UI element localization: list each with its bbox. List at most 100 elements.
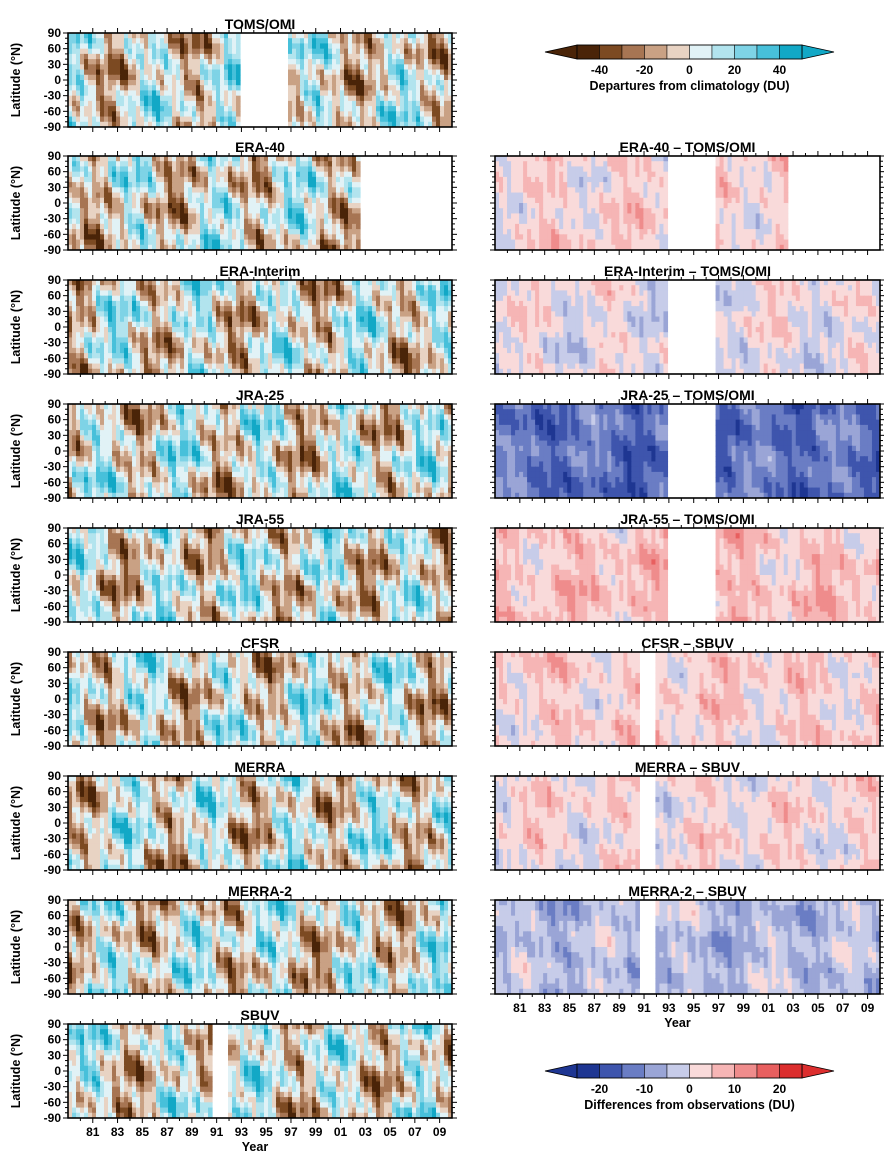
heatmap-cell: [240, 316, 245, 323]
heatmap-cell: [256, 332, 261, 339]
heatmap-cell: [92, 80, 97, 86]
heatmap-cell: [304, 80, 309, 86]
heatmap-cell: [308, 80, 313, 86]
y-tick-label: 0: [54, 196, 61, 210]
heatmap-cell: [312, 116, 317, 123]
heatmap-cell: [388, 116, 393, 123]
heatmap-cell: [72, 285, 77, 292]
heatmap-cell: [244, 300, 249, 307]
heatmap-cell: [328, 208, 333, 215]
heatmap-cell: [140, 43, 145, 50]
heatmap-cell: [104, 295, 109, 302]
heatmap-cell: [180, 342, 185, 349]
heatmap-cell: [76, 327, 81, 333]
heatmap-cell: [96, 166, 101, 173]
heatmap-cell: [236, 332, 241, 339]
heatmap-cell: [332, 332, 337, 339]
heatmap-cell: [192, 74, 197, 81]
heatmap-cell: [164, 90, 169, 97]
heatmap-cell: [268, 332, 273, 339]
heatmap-cell: [108, 59, 113, 65]
heatmap-cell: [208, 43, 213, 50]
heatmap-cell: [128, 64, 133, 71]
heatmap-cell: [116, 33, 121, 39]
heatmap-cell: [396, 100, 401, 107]
heatmap-cell: [240, 332, 245, 339]
heatmap-cell: [348, 166, 353, 173]
heatmap-cell: [124, 213, 129, 220]
heatmap-cell: [244, 229, 249, 235]
heatmap-cell: [304, 161, 309, 168]
heatmap-cell: [176, 306, 181, 312]
heatmap-cell: [200, 280, 205, 286]
heatmap-cell: [272, 203, 277, 209]
heatmap-cell: [228, 337, 233, 344]
heatmap-cell: [304, 358, 309, 365]
heatmap-cell: [212, 69, 217, 76]
heatmap-cell: [124, 203, 129, 209]
heatmap-cell: [72, 337, 77, 344]
heatmap-cell: [180, 239, 185, 246]
heatmap-cell: [116, 156, 121, 162]
heatmap-cell: [280, 347, 285, 354]
heatmap-cell: [384, 321, 389, 328]
heatmap-cell: [136, 74, 141, 81]
heatmap-cell: [280, 363, 285, 370]
heatmap-cell: [332, 111, 337, 118]
heatmap-cell: [404, 363, 409, 370]
heatmap-cell: [80, 321, 85, 328]
panel-title: ERA-40: [235, 139, 285, 155]
heatmap-cell: [92, 337, 97, 344]
heatmap-cell: [236, 156, 241, 162]
heatmap-cell: [164, 156, 169, 162]
heatmap-cell: [292, 121, 297, 127]
heatmap-cell: [364, 404, 369, 410]
heatmap-cell: [212, 33, 217, 39]
heatmap-cell: [288, 166, 293, 173]
heatmap-cell: [440, 53, 445, 60]
heatmap-cell: [376, 368, 381, 374]
heatmap-cell: [400, 80, 405, 86]
heatmap-cell: [300, 85, 305, 92]
heatmap-cell: [288, 43, 293, 50]
heatmap-cell: [96, 404, 101, 410]
heatmap-cell: [80, 38, 85, 45]
heatmap-cell: [276, 234, 281, 241]
heatmap-cell: [96, 106, 101, 112]
heatmap-cell: [204, 192, 209, 199]
heatmap-cell: [188, 337, 193, 344]
heatmap-cell: [428, 321, 433, 328]
heatmap-cell: [320, 223, 325, 230]
heatmap-cell: [160, 95, 165, 102]
heatmap-cell: [368, 53, 373, 60]
heatmap-cell: [116, 285, 121, 292]
heatmap-cell: [184, 300, 189, 307]
heatmap-cell: [352, 337, 357, 344]
heatmap-cell: [220, 300, 225, 307]
heatmap-cell: [276, 368, 281, 374]
heatmap-cell: [228, 111, 233, 118]
heatmap-cell: [84, 327, 89, 333]
heatmap-cell: [392, 53, 397, 60]
heatmap-cell: [256, 368, 261, 374]
heatmap-cell: [280, 404, 285, 410]
heatmap-cell: [296, 223, 301, 230]
heatmap-cell: [344, 106, 349, 112]
heatmap-cell: [68, 358, 73, 365]
heatmap-cell: [200, 353, 205, 359]
heatmap-cell: [192, 358, 197, 365]
heatmap-cell: [440, 100, 445, 107]
heatmap-cell: [280, 218, 285, 225]
heatmap-cell: [228, 182, 233, 188]
heatmap-cell: [268, 208, 273, 215]
heatmap-cell: [308, 347, 313, 354]
heatmap-cell: [112, 321, 117, 328]
heatmap-cell: [76, 176, 81, 183]
heatmap-cell: [444, 74, 449, 81]
heatmap-cell: [112, 280, 117, 286]
heatmap-cell: [124, 69, 129, 76]
heatmap-cell: [100, 176, 105, 183]
heatmap-cell: [300, 203, 305, 209]
heatmap-cell: [108, 64, 113, 71]
heatmap-cell: [212, 95, 217, 102]
